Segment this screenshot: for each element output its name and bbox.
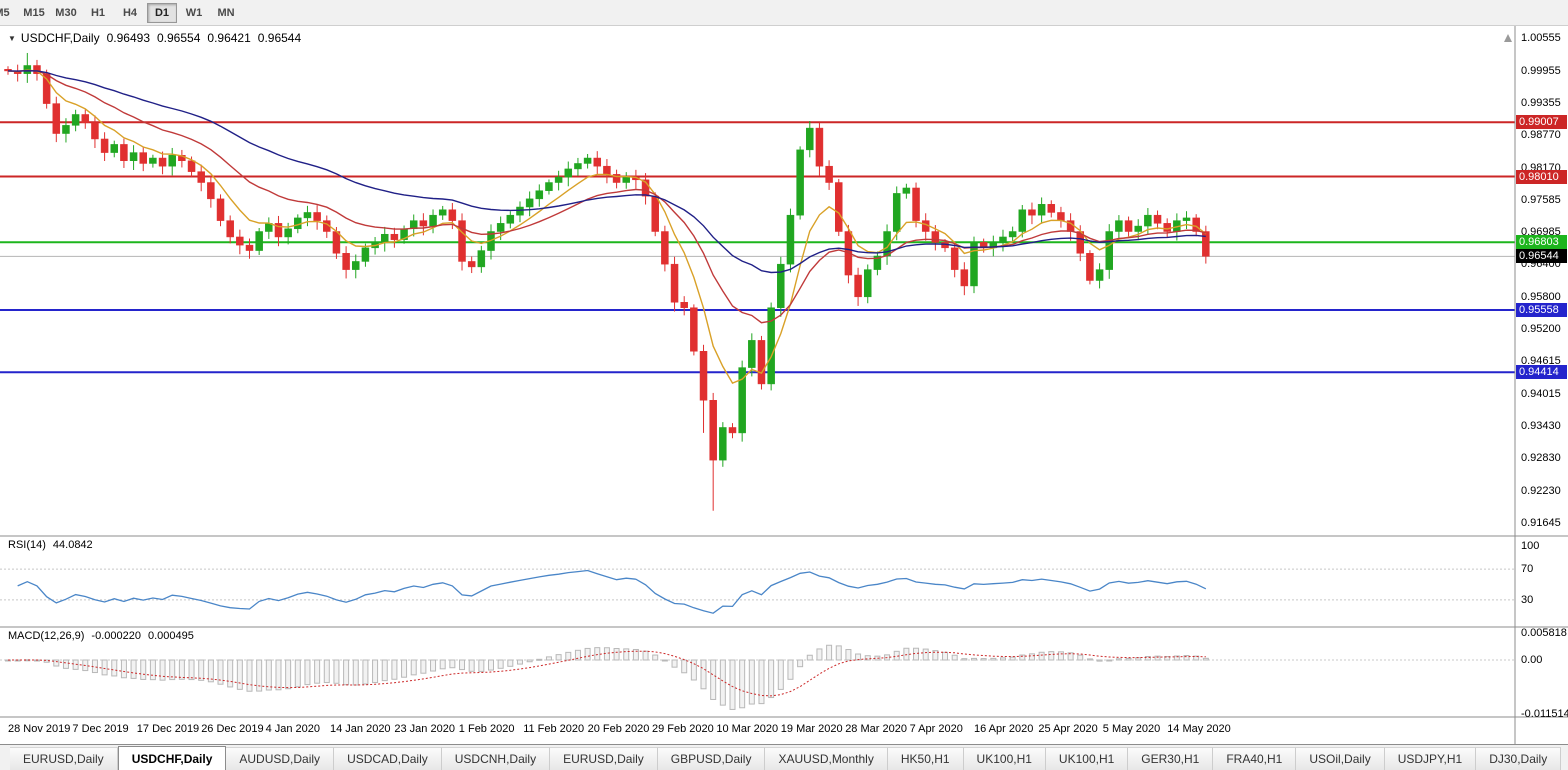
- horizontal-level-lines[interactable]: [0, 121, 1515, 374]
- date-axis-label: 17 Dec 2019: [136, 723, 200, 735]
- macd-histogram: [5, 644, 1209, 710]
- macd-main-value: -0.000220: [91, 630, 141, 642]
- date-axis-label: 1 Feb 2020: [458, 723, 515, 735]
- timeframe-toolbar: M5 M15 M30 H1 H4 D1 W1 MN: [0, 0, 1568, 26]
- timeframe-button-m15[interactable]: M15: [23, 6, 45, 19]
- chart-tab-uk100-h1[interactable]: UK100,H1: [1045, 747, 1129, 770]
- level-price-box[interactable]: 0.96803: [1516, 235, 1567, 250]
- price-axis-tick: 0.91645: [1521, 517, 1561, 529]
- chart-title: ▼ USDCHF,Daily 0.96493 0.96554 0.96421 0…: [8, 31, 301, 45]
- timeframe-button-mn[interactable]: MN: [217, 6, 235, 19]
- rsi-line: [17, 569, 1207, 614]
- timeframe-button-h4[interactable]: H4: [122, 6, 138, 19]
- chart-tab-fra40-h1[interactable]: FRA40,H1: [1213, 747, 1297, 770]
- chart-tabs-bar: EURUSD,Daily USDCHF,Daily AUDUSD,Daily USDC…: [0, 744, 1568, 770]
- timeframe-button-w1[interactable]: W1: [185, 6, 203, 19]
- price-axis-tick: 0.94615: [1521, 355, 1561, 368]
- date-axis-label: 14 Jan 2020: [330, 723, 391, 735]
- chart-tab-eurusd-daily[interactable]: EURUSD,Daily: [10, 747, 118, 770]
- chart-tab-hk50-h1[interactable]: HK50,H1: [887, 747, 964, 770]
- candles: [4, 52, 1210, 511]
- date-axis-label: 7 Apr 2020: [909, 723, 963, 735]
- chart-tab-uk100-h1[interactable]: UK100,H1: [963, 747, 1046, 770]
- chart-tab-usdcnh-daily[interactable]: USDCNH,Daily: [441, 747, 551, 770]
- price-axis-tick: 0.92830: [1521, 452, 1561, 465]
- timeframe-button-d1[interactable]: D1: [147, 2, 177, 23]
- price-axis-tick: 0.99955: [1521, 64, 1561, 77]
- ma-fast-line[interactable]: [7, 69, 1207, 384]
- current-price-box: 0.96544: [1516, 249, 1567, 264]
- price-axis-tick: 0.95200: [1521, 323, 1561, 336]
- rsi-name: RSI(14): [8, 539, 46, 551]
- date-axis-label: 29 Feb 2020: [652, 723, 714, 735]
- rsi-axis-tick: 100: [1521, 540, 1540, 552]
- price-axis-tick: 0.92230: [1521, 485, 1561, 498]
- chart-tab-usdchf-daily[interactable]: USDCHF,Daily: [117, 746, 227, 770]
- date-axis-label: 7 Dec 2019: [72, 723, 129, 735]
- scroll-to-end-icon[interactable]: [1504, 34, 1512, 42]
- chart-tab-audusd-daily[interactable]: AUDUSD,Daily: [226, 747, 335, 770]
- date-axis-label: 19 Mar 2020: [780, 723, 843, 735]
- price-axis-tick: 0.97585: [1521, 193, 1561, 206]
- chart-symbol-label: USDCHF,Daily: [20, 31, 100, 45]
- timeframe-button-h1[interactable]: H1: [90, 6, 106, 19]
- level-price-box[interactable]: 0.98010: [1516, 169, 1567, 184]
- level-price-box[interactable]: 0.99007: [1516, 115, 1567, 130]
- chart-tab-usdjpy-h1[interactable]: USDJPY,H1: [1384, 747, 1477, 770]
- date-axis-label: 10 Mar 2020: [716, 723, 779, 735]
- chart-tab-ger30-h1[interactable]: GER30,H1: [1128, 747, 1214, 770]
- ma-slow-line[interactable]: [7, 70, 1206, 274]
- date-axis-label: 28 Mar 2020: [845, 723, 907, 735]
- ohlc-low: 0.96421: [207, 31, 251, 45]
- rsi-axis-tick: 70: [1521, 563, 1534, 576]
- ohlc-close: 0.96544: [257, 31, 302, 45]
- date-axis-label: 20 Feb 2020: [587, 723, 650, 735]
- ma-medium-line[interactable]: [7, 69, 1207, 324]
- chart-tab-dj30-daily[interactable]: DJ30,Daily: [1476, 747, 1562, 770]
- level-price-box[interactable]: 0.95558: [1516, 303, 1567, 317]
- date-axis-label: 11 Feb 2020: [523, 723, 585, 735]
- ohlc-high: 0.96554: [157, 31, 201, 45]
- date-axis-label: 25 Apr 2020: [1038, 723, 1098, 735]
- macd-name: MACD(12,26,9): [8, 630, 85, 642]
- macd-axis-tick: 0.00: [1521, 654, 1543, 666]
- chart-collapse-icon[interactable]: ▼: [8, 33, 16, 43]
- rsi-value: 44.0842: [52, 539, 93, 551]
- timeframe-button-m5[interactable]: M5: [0, 6, 10, 19]
- date-axis-label: 14 May 2020: [1167, 723, 1231, 735]
- price-axis-tick: 0.98770: [1521, 129, 1561, 142]
- chart-tab-eurusd-daily[interactable]: EURUSD,Daily: [550, 747, 658, 770]
- timeframe-button-m30[interactable]: M30: [55, 6, 77, 19]
- price-axis-tick: 0.95800: [1521, 290, 1561, 303]
- price-axis-tick: 0.93430: [1521, 419, 1561, 432]
- date-axis-label: 16 Apr 2020: [974, 723, 1034, 735]
- date-axis-label: 28 Nov 2019: [8, 723, 71, 735]
- chart-tab-gbpusd-daily[interactable]: GBPUSD,Daily: [657, 747, 766, 770]
- price-axis-tick: 0.94015: [1521, 387, 1561, 400]
- chart-tab-usdcad-daily[interactable]: USDCAD,Daily: [334, 747, 442, 770]
- chart-tab-usoil-daily[interactable]: USOil,Daily: [1296, 747, 1385, 770]
- date-axis-label: 4 Jan 2020: [265, 723, 321, 735]
- ohlc-open: 0.96493: [106, 31, 150, 45]
- rsi-panel-label: RSI(14) 44.0842: [8, 539, 93, 551]
- macd-axis-tick: -0.011514: [1521, 707, 1568, 720]
- price-axis-tick: 0.99355: [1521, 97, 1561, 110]
- date-axis-label: 26 Dec 2019: [201, 723, 264, 735]
- level-price-box[interactable]: 0.94414: [1516, 365, 1567, 380]
- chart-tab-xauusd-monthly[interactable]: XAUUSD,Monthly: [765, 747, 888, 770]
- macd-signal-line: [8, 650, 1206, 697]
- price-axis-tick: 1.00555: [1521, 32, 1561, 44]
- macd-axis-tick: 0.005818: [1521, 626, 1567, 639]
- date-axis-label: 23 Jan 2020: [394, 723, 455, 735]
- macd-signal-value: 0.000495: [147, 630, 194, 642]
- date-axis-label: 5 May 2020: [1102, 723, 1161, 735]
- rsi-axis-tick: 30: [1521, 593, 1534, 606]
- macd-panel-label: MACD(12,26,9) -0.000220 0.000495: [8, 630, 194, 642]
